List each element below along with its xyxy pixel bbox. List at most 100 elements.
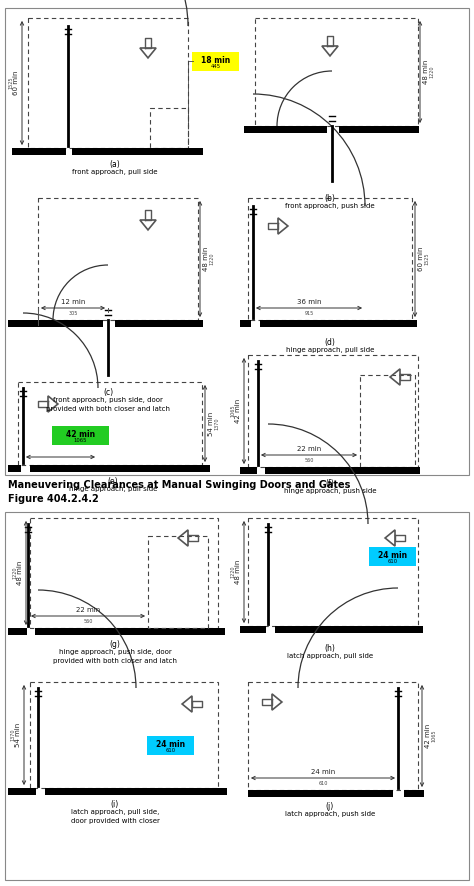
Bar bbox=[8, 788, 36, 795]
FancyBboxPatch shape bbox=[147, 736, 194, 755]
Text: (h): (h) bbox=[325, 644, 336, 653]
Text: provided with both closer and latch: provided with both closer and latch bbox=[53, 658, 177, 664]
Bar bbox=[115, 320, 203, 327]
Bar bbox=[255, 18, 418, 126]
Text: 54 min: 54 min bbox=[15, 723, 21, 747]
Text: 60 min: 60 min bbox=[418, 246, 424, 271]
Text: front approach, push side, door: front approach, push side, door bbox=[53, 397, 163, 403]
Text: 1220: 1220 bbox=[429, 66, 434, 78]
Bar bbox=[248, 518, 418, 626]
Bar bbox=[240, 467, 257, 474]
Text: 1370: 1370 bbox=[10, 729, 15, 742]
Text: 1220: 1220 bbox=[209, 253, 214, 265]
Text: (d): (d) bbox=[325, 338, 336, 347]
Text: 48 min: 48 min bbox=[203, 247, 209, 271]
Bar bbox=[12, 148, 66, 155]
Bar bbox=[339, 126, 419, 133]
Text: (c): (c) bbox=[103, 388, 113, 397]
Text: 42 min: 42 min bbox=[66, 430, 95, 439]
Text: (e): (e) bbox=[108, 477, 118, 486]
Bar bbox=[8, 320, 103, 327]
Bar bbox=[8, 465, 21, 472]
Text: 915: 915 bbox=[304, 311, 314, 316]
Text: 1525: 1525 bbox=[424, 253, 429, 265]
Text: 48 min: 48 min bbox=[235, 560, 241, 584]
Bar bbox=[248, 355, 418, 467]
Text: (i): (i) bbox=[111, 800, 119, 809]
FancyBboxPatch shape bbox=[52, 426, 109, 445]
Text: 24 min: 24 min bbox=[156, 740, 185, 749]
Bar bbox=[28, 18, 188, 148]
Text: hinge approach, push side: hinge approach, push side bbox=[284, 488, 376, 494]
Text: 560: 560 bbox=[83, 619, 93, 624]
Text: 54 min: 54 min bbox=[208, 411, 214, 436]
Text: 610: 610 bbox=[165, 748, 175, 753]
Bar bbox=[240, 626, 266, 633]
Bar bbox=[5, 512, 469, 880]
Text: 24 min: 24 min bbox=[311, 769, 335, 775]
Text: 445: 445 bbox=[210, 64, 220, 69]
Text: hinge approach, pull side: hinge approach, pull side bbox=[69, 486, 157, 492]
Text: 22 min: 22 min bbox=[76, 607, 100, 613]
Bar bbox=[18, 382, 202, 465]
Text: latch approach, pull side: latch approach, pull side bbox=[287, 653, 373, 659]
Text: provided with both closer and latch: provided with both closer and latch bbox=[46, 406, 170, 412]
Bar bbox=[30, 465, 210, 472]
Text: Figure 404.2.4.2: Figure 404.2.4.2 bbox=[8, 494, 99, 504]
Bar bbox=[38, 198, 198, 320]
Text: 1065: 1065 bbox=[431, 730, 436, 742]
Text: 42 min: 42 min bbox=[235, 399, 241, 424]
Text: 1370: 1370 bbox=[214, 417, 219, 430]
Bar bbox=[30, 518, 218, 628]
Text: 1065: 1065 bbox=[230, 405, 235, 417]
Bar bbox=[275, 626, 423, 633]
Bar bbox=[360, 375, 415, 467]
Text: (f): (f) bbox=[326, 479, 334, 488]
Bar bbox=[244, 126, 327, 133]
Text: 18 min: 18 min bbox=[201, 56, 230, 65]
Text: 610: 610 bbox=[319, 781, 328, 786]
Text: 12 min: 12 min bbox=[61, 299, 85, 305]
Text: 1065: 1065 bbox=[74, 438, 87, 443]
Bar bbox=[260, 320, 417, 327]
Text: 1220: 1220 bbox=[12, 567, 17, 579]
Bar bbox=[148, 536, 208, 628]
Text: 36 min: 36 min bbox=[297, 299, 321, 305]
Text: hinge approach, pull side: hinge approach, pull side bbox=[286, 347, 374, 353]
Bar bbox=[248, 198, 412, 320]
Text: (g): (g) bbox=[109, 640, 120, 649]
Bar bbox=[265, 467, 420, 474]
FancyBboxPatch shape bbox=[369, 547, 416, 566]
Bar bbox=[35, 628, 225, 635]
Bar bbox=[72, 148, 203, 155]
Text: 305: 305 bbox=[68, 311, 78, 316]
Text: 610: 610 bbox=[387, 559, 398, 564]
Text: 22 min: 22 min bbox=[297, 446, 321, 452]
Bar bbox=[45, 788, 227, 795]
Text: (a): (a) bbox=[109, 160, 120, 169]
Text: 560: 560 bbox=[304, 458, 314, 463]
Text: 42 min: 42 min bbox=[425, 724, 431, 748]
Text: 1220: 1220 bbox=[230, 566, 235, 579]
Text: 60 min: 60 min bbox=[13, 71, 19, 96]
Bar bbox=[248, 682, 418, 790]
Bar bbox=[150, 108, 188, 148]
Text: (j): (j) bbox=[326, 802, 334, 811]
Bar bbox=[240, 320, 251, 327]
Bar bbox=[248, 790, 393, 797]
Bar bbox=[30, 682, 218, 788]
Text: latch approach, pull side,: latch approach, pull side, bbox=[71, 809, 159, 815]
Bar bbox=[404, 790, 424, 797]
Text: 24 min: 24 min bbox=[378, 551, 407, 560]
Text: 1525: 1525 bbox=[8, 77, 13, 89]
Text: (b): (b) bbox=[325, 194, 336, 203]
Bar bbox=[8, 628, 27, 635]
Text: front approach, push side: front approach, push side bbox=[285, 203, 375, 209]
Text: door provided with closer: door provided with closer bbox=[71, 818, 159, 824]
Text: latch approach, push side: latch approach, push side bbox=[285, 811, 375, 817]
Text: hinge approach, push side, door: hinge approach, push side, door bbox=[59, 649, 172, 655]
Text: Maneuvering Clearances at Manual Swinging Doors and Gates: Maneuvering Clearances at Manual Swingin… bbox=[8, 480, 350, 490]
FancyBboxPatch shape bbox=[192, 52, 239, 71]
Text: 48 min: 48 min bbox=[17, 561, 23, 585]
Text: front approach, pull side: front approach, pull side bbox=[72, 169, 158, 175]
